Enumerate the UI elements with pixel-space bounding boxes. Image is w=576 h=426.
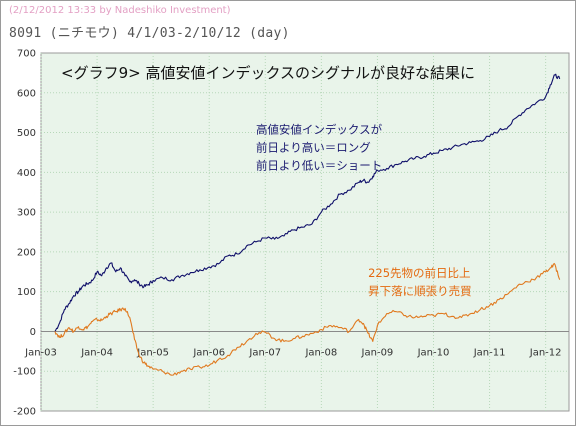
chart-title: <グラフ9> 高値安値インデックスのシグナルが良好な結果に [61, 64, 475, 82]
x-tick-label: Jan-03 [24, 347, 57, 358]
y-tick-label: 100 [17, 287, 36, 298]
chart-credit: (2/12/2012 13:33 by Nadeshiko Investment… [9, 5, 231, 16]
chart-subtitle: 8091 (ニチモウ) 4/1/03-2/10/12 (day) [9, 26, 290, 41]
x-tick-label: Jan-09 [361, 347, 394, 358]
x-tick-label: Jan-05 [136, 347, 169, 358]
x-tick-label: Jan-04 [80, 347, 113, 358]
y-tick-label: -200 [13, 407, 36, 418]
x-tick-label: Jan-11 [473, 347, 506, 358]
y-tick-label: 0 [30, 327, 36, 338]
x-tick-label: Jan-08 [304, 347, 337, 358]
index-annotation-line: 高値安値インデックスが [256, 122, 383, 136]
futures-series-line [54, 262, 561, 376]
y-tick-label: 400 [17, 168, 36, 179]
futures-annotation-line: 昇下落に順張り売買 [368, 284, 472, 298]
y-tick-label: 300 [17, 208, 36, 219]
index-annotation-line: 前日より高い＝ロング [256, 140, 371, 154]
plot-area [40, 52, 570, 412]
futures-annotation-line: 225先物の前日比上 [368, 266, 470, 280]
y-tick-label: -100 [13, 367, 36, 378]
x-tick-label: Jan-12 [529, 347, 562, 358]
x-tick-label: Jan-07 [248, 347, 281, 358]
index-annotation-line: 前日より低い＝ショート [256, 158, 382, 172]
y-tick-label: 200 [17, 247, 36, 258]
y-tick-label: 600 [17, 88, 36, 99]
y-tick-label: 700 [17, 49, 36, 60]
x-tick-label: Jan-06 [192, 347, 225, 358]
y-tick-label: 500 [17, 128, 36, 139]
index-series-line [54, 73, 561, 332]
x-tick-label: Jan-10 [417, 347, 450, 358]
